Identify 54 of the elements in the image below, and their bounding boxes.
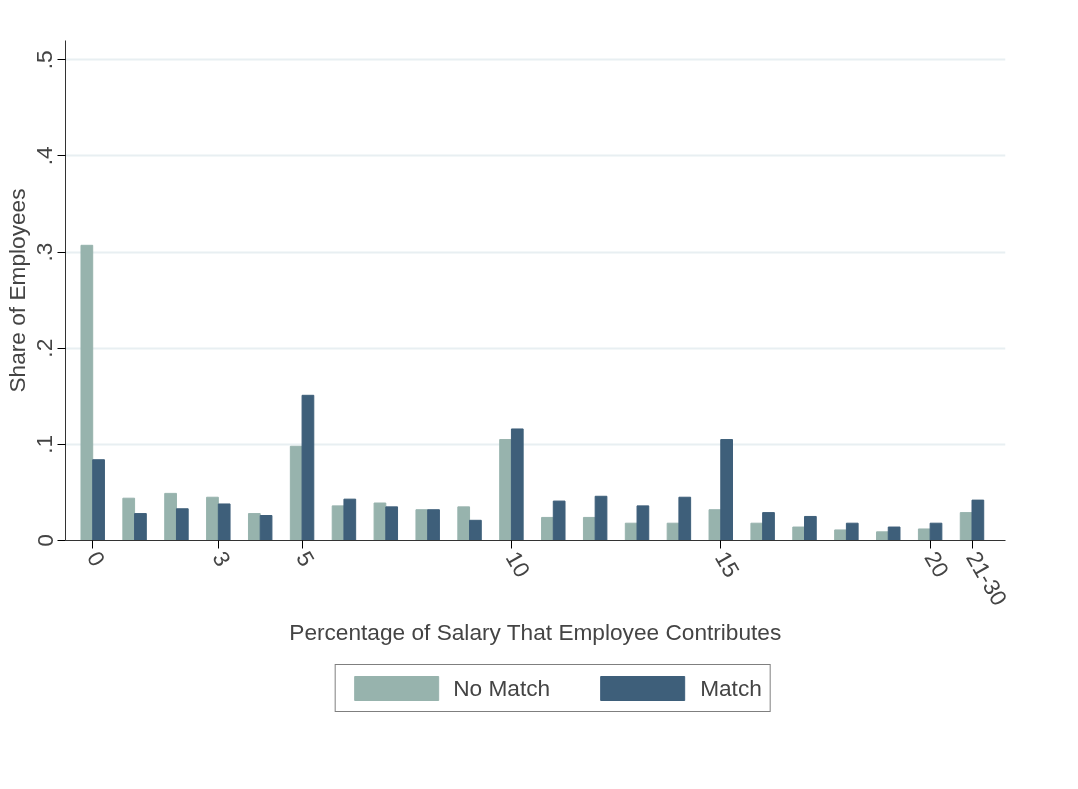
bar — [929, 522, 943, 541]
bar — [122, 497, 136, 541]
x-tick-label: 0 — [81, 546, 111, 571]
bar — [385, 506, 399, 541]
bar — [636, 505, 650, 541]
x-tick-label: 3 — [207, 546, 237, 571]
bar — [415, 509, 429, 541]
bar — [92, 459, 105, 541]
bar — [457, 506, 471, 541]
x-tick-label: 10 — [500, 546, 536, 582]
y-tick-label: .5 — [31, 50, 58, 70]
bar — [845, 522, 859, 541]
bar — [876, 531, 889, 541]
bar — [510, 428, 524, 541]
bar — [887, 526, 901, 541]
y-tick-label: .1 — [31, 434, 58, 454]
bar — [541, 516, 554, 541]
legend-label: No Match — [453, 674, 551, 702]
bar — [971, 499, 985, 541]
bar — [301, 394, 315, 541]
bar — [427, 509, 440, 541]
bar — [259, 515, 273, 541]
bar — [134, 513, 147, 541]
bar — [343, 498, 357, 541]
bar — [247, 513, 261, 541]
bar — [708, 509, 722, 541]
bar — [804, 515, 817, 541]
bar — [594, 495, 608, 541]
bar — [762, 512, 775, 541]
bar — [552, 500, 566, 541]
bar — [469, 519, 482, 541]
bar — [175, 508, 189, 541]
bar — [206, 496, 219, 541]
y-tick-label: .2 — [31, 338, 58, 358]
y-tick-label: .3 — [31, 242, 58, 262]
x-tick-label: 15 — [709, 546, 746, 582]
x-tick-label: 5 — [291, 546, 321, 571]
y-tick-label: .4 — [31, 146, 58, 166]
bar — [499, 439, 512, 541]
bar — [678, 496, 692, 541]
bar — [164, 492, 177, 541]
bar — [80, 244, 94, 541]
x-axis-title: Percentage of Salary That Employee Contributes — [289, 619, 782, 646]
bar — [720, 439, 733, 541]
bar — [582, 516, 596, 541]
y-tick-label: 0 — [31, 534, 58, 547]
legend-label: Match — [700, 674, 762, 702]
x-tick-label: 20 — [919, 546, 955, 582]
bar — [792, 526, 806, 541]
bar — [750, 522, 764, 541]
bar — [373, 502, 387, 541]
y-axis-title: Share of Employees — [3, 188, 30, 393]
bar — [834, 529, 847, 541]
bar — [217, 503, 231, 541]
